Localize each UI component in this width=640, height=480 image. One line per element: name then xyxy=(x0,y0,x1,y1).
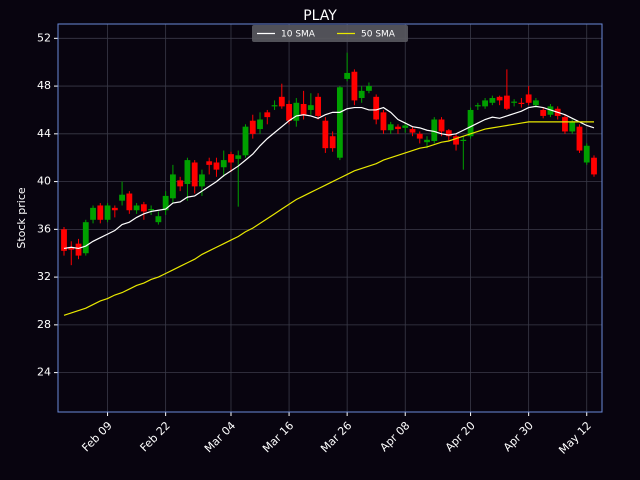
candle-body xyxy=(416,133,423,139)
candle-body xyxy=(453,136,459,145)
candle-body xyxy=(395,126,401,130)
legend: 10 SMA 50 SMA xyxy=(252,25,408,42)
candle-body xyxy=(503,95,510,109)
y-tick-label: 32 xyxy=(37,270,51,283)
candle-body xyxy=(467,109,474,137)
candle-body xyxy=(199,174,205,187)
y-tick-label: 24 xyxy=(37,366,51,379)
candle-body xyxy=(68,247,75,250)
candle-body xyxy=(213,162,220,170)
candle-body xyxy=(344,72,351,79)
candle-body xyxy=(61,229,67,251)
candle-body xyxy=(257,119,263,130)
candle-body xyxy=(431,119,438,141)
candle-body xyxy=(97,205,104,220)
candle-body xyxy=(104,205,111,220)
candle-body xyxy=(329,136,336,149)
candle-body xyxy=(576,126,583,151)
legend-label: 50 SMA xyxy=(361,30,396,40)
candle-body xyxy=(562,117,568,132)
candle-body xyxy=(424,139,430,143)
candle-body xyxy=(293,102,300,121)
candle-body xyxy=(140,204,147,212)
candle-body xyxy=(286,103,292,121)
candle-body xyxy=(300,103,307,115)
candle-body xyxy=(206,161,213,165)
candle-body xyxy=(496,96,503,101)
candle-body xyxy=(533,100,539,106)
candle-body xyxy=(351,71,358,101)
candle-body xyxy=(387,124,394,131)
chart-title: PLAY xyxy=(303,8,337,24)
candle-body xyxy=(133,205,140,211)
candle-body xyxy=(111,207,118,211)
candle-body xyxy=(583,145,590,163)
candle-body xyxy=(511,101,518,103)
candle-body xyxy=(474,105,481,107)
candle-body xyxy=(155,216,162,223)
candle-body xyxy=(90,207,96,220)
plot-frame xyxy=(57,23,603,413)
y-tick-label: 44 xyxy=(37,127,51,140)
candle-body xyxy=(315,96,322,116)
sma-line xyxy=(63,105,595,250)
candle-body xyxy=(228,154,234,163)
candle-body xyxy=(126,193,133,211)
y-tick-label: 36 xyxy=(37,222,51,235)
candle-body xyxy=(307,105,314,110)
candle-body xyxy=(191,162,198,187)
legend-label: 10 SMA xyxy=(281,30,316,40)
candle-body xyxy=(402,125,409,128)
candle-body xyxy=(366,86,372,91)
candle-body xyxy=(75,243,82,256)
marks xyxy=(61,52,597,316)
candle-body xyxy=(489,98,496,103)
candle-body xyxy=(220,160,227,168)
candle-body xyxy=(445,130,452,137)
candle-body xyxy=(482,100,488,107)
legend-box xyxy=(252,25,408,42)
candle-body xyxy=(525,94,532,103)
candle-body xyxy=(540,109,547,116)
candle-body xyxy=(170,174,176,199)
candle-body xyxy=(322,120,329,149)
candle-body xyxy=(119,194,125,201)
candle-body xyxy=(409,129,416,133)
candle-body xyxy=(249,120,256,134)
candle-body xyxy=(242,126,249,156)
candle-body xyxy=(278,96,285,107)
candle-body xyxy=(177,180,184,187)
candle-body xyxy=(235,155,242,159)
sma-line xyxy=(63,121,594,316)
y-tick-label: 28 xyxy=(37,318,51,331)
candle-body xyxy=(271,105,278,107)
candle-body xyxy=(358,90,365,99)
candle-body xyxy=(591,157,597,175)
candle-body xyxy=(82,222,89,254)
candle-body xyxy=(460,139,467,141)
candle-body xyxy=(569,121,576,132)
y-tick-label: 40 xyxy=(37,175,51,188)
candle-body xyxy=(264,112,271,118)
y-axis-label: Stock price xyxy=(15,187,28,249)
candle-body xyxy=(380,112,387,131)
candle-body xyxy=(518,102,525,104)
candle-body xyxy=(162,195,169,211)
y-tick-label: 48 xyxy=(37,79,51,92)
candle-body xyxy=(438,119,445,132)
candle-body xyxy=(184,160,191,184)
candle-body xyxy=(373,96,380,120)
candle-body xyxy=(148,209,155,211)
candle-body xyxy=(336,87,343,158)
y-tick-label: 52 xyxy=(37,31,51,44)
